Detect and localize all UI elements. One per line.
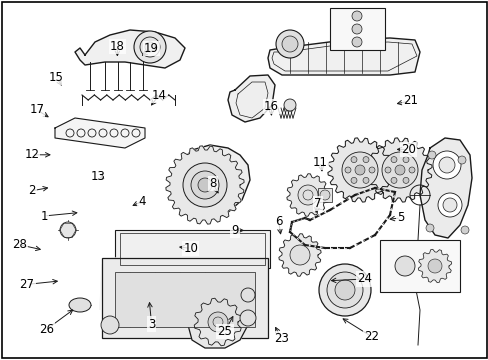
Text: 20: 20 xyxy=(400,143,415,156)
Text: 4: 4 xyxy=(138,195,145,208)
Circle shape xyxy=(145,42,155,52)
Circle shape xyxy=(368,167,374,173)
Circle shape xyxy=(350,177,356,183)
Text: 14: 14 xyxy=(151,89,166,102)
Polygon shape xyxy=(267,38,419,75)
Bar xyxy=(120,233,264,265)
Circle shape xyxy=(394,165,404,175)
Text: 3: 3 xyxy=(147,318,155,330)
Circle shape xyxy=(341,152,377,188)
Circle shape xyxy=(326,272,362,308)
Text: 13: 13 xyxy=(90,170,105,183)
Text: 25: 25 xyxy=(217,325,232,338)
Text: 21: 21 xyxy=(403,94,417,107)
Bar xyxy=(317,188,331,202)
Bar xyxy=(329,8,384,50)
Polygon shape xyxy=(75,30,184,68)
Polygon shape xyxy=(172,145,249,218)
Text: 1: 1 xyxy=(40,210,48,222)
Circle shape xyxy=(297,185,317,205)
Polygon shape xyxy=(187,295,247,348)
Circle shape xyxy=(351,37,361,47)
Text: 9: 9 xyxy=(230,224,238,237)
Circle shape xyxy=(362,177,368,183)
Text: 24: 24 xyxy=(356,273,371,285)
Circle shape xyxy=(437,193,461,217)
Text: 2: 2 xyxy=(28,184,36,197)
Polygon shape xyxy=(100,258,267,310)
Text: 12: 12 xyxy=(24,148,39,161)
Text: 17: 17 xyxy=(29,103,44,116)
Bar xyxy=(115,230,269,268)
Circle shape xyxy=(354,165,364,175)
Text: 19: 19 xyxy=(144,42,159,55)
Bar xyxy=(115,272,254,327)
Circle shape xyxy=(319,190,329,200)
Polygon shape xyxy=(367,138,431,202)
Text: 6: 6 xyxy=(274,215,282,228)
Polygon shape xyxy=(278,234,321,276)
Bar xyxy=(379,240,459,292)
Text: 18: 18 xyxy=(110,40,124,53)
Circle shape xyxy=(427,151,435,159)
Circle shape xyxy=(384,167,390,173)
Circle shape xyxy=(101,316,119,334)
Circle shape xyxy=(207,312,227,332)
Polygon shape xyxy=(418,249,451,283)
Circle shape xyxy=(390,157,396,163)
Circle shape xyxy=(183,163,226,207)
Circle shape xyxy=(284,99,295,111)
Circle shape xyxy=(432,151,460,179)
Circle shape xyxy=(351,24,361,34)
Text: 8: 8 xyxy=(208,177,216,190)
Text: 27: 27 xyxy=(20,278,34,291)
Polygon shape xyxy=(327,138,391,202)
Circle shape xyxy=(362,157,368,163)
Ellipse shape xyxy=(69,298,91,312)
Text: 16: 16 xyxy=(264,100,278,113)
Text: 23: 23 xyxy=(273,332,288,345)
Circle shape xyxy=(408,167,414,173)
Circle shape xyxy=(134,31,165,63)
Text: 10: 10 xyxy=(183,242,198,255)
Circle shape xyxy=(240,310,256,326)
Polygon shape xyxy=(194,298,241,346)
Circle shape xyxy=(438,157,454,173)
Circle shape xyxy=(442,198,456,212)
Circle shape xyxy=(289,245,309,265)
Polygon shape xyxy=(419,138,471,238)
Circle shape xyxy=(460,226,468,234)
Circle shape xyxy=(381,152,417,188)
Circle shape xyxy=(275,30,304,58)
Circle shape xyxy=(198,178,212,192)
Circle shape xyxy=(457,156,465,164)
Circle shape xyxy=(350,157,356,163)
Circle shape xyxy=(427,259,441,273)
Text: 26: 26 xyxy=(39,323,54,336)
Text: 7: 7 xyxy=(313,197,321,210)
Circle shape xyxy=(402,157,408,163)
Circle shape xyxy=(60,222,76,238)
Polygon shape xyxy=(165,146,244,224)
Polygon shape xyxy=(227,75,274,122)
Circle shape xyxy=(402,177,408,183)
Circle shape xyxy=(394,256,414,276)
Circle shape xyxy=(318,264,370,316)
Circle shape xyxy=(191,171,219,199)
Text: 5: 5 xyxy=(396,211,404,224)
Polygon shape xyxy=(55,118,145,148)
Circle shape xyxy=(282,36,297,52)
Circle shape xyxy=(334,280,354,300)
Text: 22: 22 xyxy=(364,330,378,343)
Bar xyxy=(102,258,267,338)
Circle shape xyxy=(345,167,350,173)
Circle shape xyxy=(351,11,361,21)
Polygon shape xyxy=(286,174,328,216)
Circle shape xyxy=(241,288,254,302)
Circle shape xyxy=(425,224,433,232)
Circle shape xyxy=(390,177,396,183)
Text: 15: 15 xyxy=(49,71,63,84)
Text: 28: 28 xyxy=(12,238,27,251)
Text: 11: 11 xyxy=(312,156,327,168)
